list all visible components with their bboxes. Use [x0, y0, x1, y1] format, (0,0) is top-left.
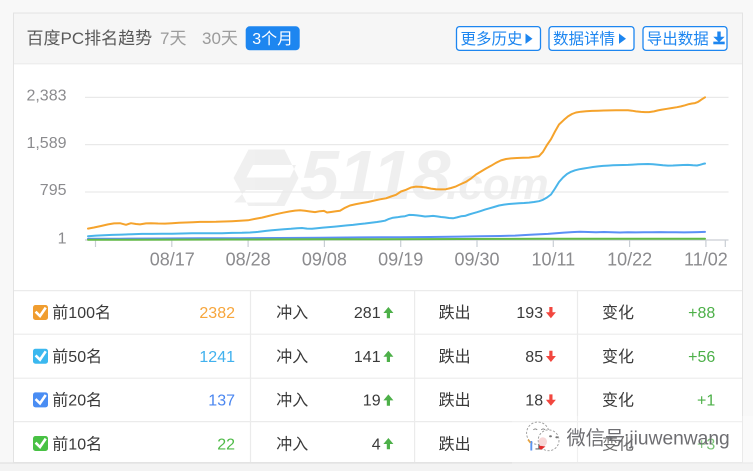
- svg-text:22: 22: [217, 436, 235, 453]
- svg-text:09/30: 09/30: [454, 250, 499, 270]
- svg-text:微信号:jiuwenwang: 微信号:jiuwenwang: [567, 428, 730, 450]
- svg-text:08/28: 08/28: [226, 250, 271, 270]
- svg-text:19: 19: [363, 393, 381, 410]
- svg-text:281: 281: [354, 305, 381, 322]
- svg-text:18: 18: [525, 393, 543, 410]
- svg-text:数据详情: 数据详情: [553, 30, 615, 48]
- svg-text:变化: 变化: [602, 435, 634, 453]
- svg-text:08/17: 08/17: [150, 250, 195, 270]
- svg-text:跌出: 跌出: [439, 304, 471, 322]
- svg-text:10/11: 10/11: [531, 250, 575, 270]
- svg-text:795: 795: [40, 182, 67, 199]
- svg-text:前100名: 前100名: [52, 304, 111, 322]
- svg-text:百度PC排名趋势: 百度PC排名趋势: [27, 29, 153, 48]
- svg-text:09/19: 09/19: [378, 250, 423, 270]
- svg-text:跌出: 跌出: [439, 435, 471, 453]
- svg-text:跌出: 跌出: [439, 392, 471, 410]
- svg-text:1,589: 1,589: [26, 135, 66, 152]
- svg-text:变化: 变化: [602, 392, 634, 410]
- svg-text:冲入: 冲入: [276, 435, 308, 453]
- svg-text:2382: 2382: [199, 305, 235, 322]
- svg-text:85: 85: [525, 349, 543, 366]
- svg-text:前10名: 前10名: [52, 435, 102, 453]
- svg-text:11/02: 11/02: [684, 250, 728, 270]
- svg-text:.com: .com: [446, 160, 549, 209]
- svg-text:137: 137: [208, 393, 235, 410]
- svg-text:4: 4: [372, 436, 381, 453]
- svg-text:1: 1: [58, 231, 67, 248]
- svg-text:+88: +88: [688, 305, 715, 322]
- svg-text:141: 141: [354, 349, 381, 366]
- svg-text:10/22: 10/22: [607, 250, 652, 270]
- svg-text:导出数据: 导出数据: [647, 30, 709, 48]
- svg-text:1241: 1241: [199, 349, 235, 366]
- svg-text:7天: 7天: [160, 29, 186, 48]
- svg-text:前20名: 前20名: [52, 392, 102, 410]
- svg-text:前50名: 前50名: [52, 348, 102, 366]
- svg-text:09/08: 09/08: [302, 250, 347, 270]
- svg-text:冲入: 冲入: [276, 392, 308, 410]
- svg-text:193: 193: [516, 305, 543, 322]
- svg-text:跌出: 跌出: [439, 348, 471, 366]
- svg-text:2,383: 2,383: [26, 88, 66, 105]
- svg-text:冲入: 冲入: [276, 348, 308, 366]
- svg-text:+1: +1: [697, 393, 715, 410]
- svg-text:更多历史: 更多历史: [461, 30, 523, 48]
- svg-text:5118: 5118: [300, 136, 451, 214]
- svg-text:3个月: 3个月: [252, 30, 293, 48]
- svg-text:30天: 30天: [202, 29, 238, 48]
- svg-text:+3: +3: [697, 436, 715, 453]
- svg-text:变化: 变化: [602, 348, 634, 366]
- svg-text:变化: 变化: [602, 304, 634, 322]
- svg-text:+56: +56: [688, 349, 715, 366]
- svg-text:冲入: 冲入: [276, 304, 308, 322]
